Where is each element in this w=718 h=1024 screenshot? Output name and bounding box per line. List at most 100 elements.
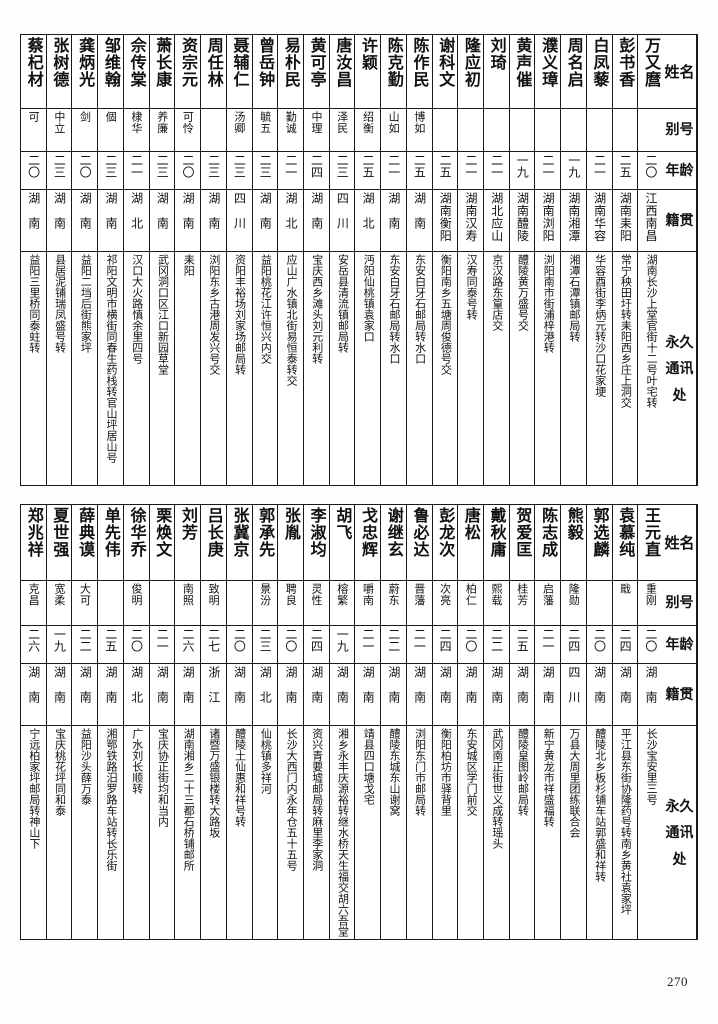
cell-alias-text: 隆勋 — [567, 583, 581, 606]
cell-origin: 湖 南 — [329, 664, 355, 726]
cell-origin: 湖 南 — [21, 664, 46, 726]
person-column: 熊毅 隆勋 二四四 川万县大周里团练联合会 — [560, 505, 586, 939]
cell-name: 资宗元 — [175, 35, 201, 109]
cell-age-text: 二三 — [206, 154, 221, 178]
cell-alias: 毓五 — [252, 109, 278, 152]
cell-address-text: 靖县四口塘戈宅 — [362, 728, 376, 805]
person-column: 郭承先 景汾 二三湖 北仙桃镇多祥河 — [251, 505, 278, 939]
cell-age-text: 二三 — [155, 154, 170, 178]
cell-alias-text: 毓五 — [258, 111, 272, 134]
cell-origin-text: 湖 南 — [541, 666, 556, 704]
cell-origin-text: 湖 南 — [26, 666, 41, 704]
cell-alias-text: 柏仁 — [464, 583, 478, 606]
cell-address-text: 耒阳 — [182, 254, 196, 276]
cell-alias-text: 勤诚 — [284, 111, 298, 134]
cell-age: 二四 — [303, 626, 329, 664]
cell-age: 二〇 — [586, 626, 612, 664]
cell-age: 二一 — [483, 152, 509, 190]
cell-origin: 湖南华容 — [586, 190, 612, 252]
cell-name: 刘芳 — [175, 505, 201, 581]
cell-name-text: 李淑均 — [307, 507, 327, 558]
person-column: 黄声催 一九 湖南醴陵 醴陵黄万盛号交 — [508, 35, 535, 485]
cell-name-text: 佘传棠 — [127, 37, 147, 88]
cell-address: 资阳丰裕场刘家场邮局转 — [227, 252, 252, 485]
cell-origin: 湖 北 — [252, 664, 278, 726]
cell-age-text: 二五 — [360, 154, 375, 178]
cell-origin-text: 湖 北 — [361, 192, 376, 230]
cell-alias-text: 晋藩 — [412, 583, 426, 606]
cell-alias-text: 南照 — [181, 583, 195, 606]
person-column: 张胤 聘良 二〇湖 南长沙大西门内永年仓五十五号 — [277, 505, 303, 939]
cell-name: 黄声催 — [509, 35, 535, 109]
cell-alias: 绍衡 — [355, 109, 381, 152]
cell-address-text: 常宁秧田圩转耒阳西乡庄上洞交 — [619, 254, 633, 408]
cell-address-text: 益阳三里桥同泰蛀转 — [27, 254, 41, 353]
cell-origin: 湖 南 — [586, 664, 612, 726]
cell-alias — [586, 109, 612, 152]
cell-alias-text: 养廉 — [155, 111, 169, 134]
cell-age: 二三 — [252, 626, 278, 664]
person-column: 彭龙次 次亮 二四湖 南衡阳柏坊市驿背里 — [431, 505, 458, 939]
cell-age-text: 二四 — [618, 628, 633, 652]
cell-address: 宁远柏家坪邮局转神山下 — [21, 726, 46, 939]
cell-name: 胡飞 — [329, 505, 355, 581]
cell-alias-text: 中理 — [310, 111, 324, 134]
cell-alias: 克昌 — [21, 581, 46, 626]
cell-address-text: 武冈洞口区江口新园草堂 — [156, 254, 170, 375]
cell-address: 长沙大西门内永年仓五十五号 — [278, 726, 303, 939]
cell-name-text: 万又麿 — [641, 37, 661, 88]
cell-origin: 湖 北 — [355, 190, 381, 252]
cell-alias-text: 可怜 — [181, 111, 195, 134]
cell-age-text: 二四 — [309, 628, 324, 652]
cell-origin: 湖 南 — [46, 190, 72, 252]
cell-address-text: 湘潭石潭镇邮局转 — [567, 254, 581, 342]
cell-origin: 湖 南 — [226, 664, 252, 726]
page-number: 270 — [667, 974, 688, 989]
cell-origin-text: 湖 南 — [464, 666, 478, 704]
cell-name-text: 龚炳光 — [76, 37, 96, 88]
cell-origin-text: 湖 南 — [258, 192, 273, 230]
cell-alias: 可 — [21, 109, 46, 152]
person-column: 袁慕纯戢二四湖 南平江县东街协隆药号转南乡黄社袁家坪 — [611, 505, 638, 939]
cell-name: 龚炳光 — [72, 35, 98, 109]
cell-alias: 灵性 — [303, 581, 329, 626]
cell-address: 湖南湘乡二十三都石桥铺邮所 — [175, 726, 200, 939]
person-column: 王元直 重刚 二〇湖 南长沙宝安里三号 — [637, 505, 663, 939]
cell-alias-text: 棣华 — [129, 111, 143, 134]
cell-address-text: 浏阳南市街浦梓港转 — [542, 254, 556, 353]
cell-origin-text: 湖南耒阳 — [618, 192, 633, 242]
cell-address: 新宁黄龙市祥盛福转 — [535, 726, 560, 939]
cell-origin-text: 湖南湘潭 — [566, 192, 581, 242]
roster-table-2: 姓名 别号 年龄 籍贯 永久通讯处 王元直 重刚 二〇湖 南长沙宝安里三号 袁慕纯戢二四湖 南平… — [20, 504, 698, 940]
row-label-alias: 别号 — [663, 109, 696, 152]
cell-address: 浏阳东乡古港周发兴号交 — [201, 252, 226, 485]
cell-origin-text: 湖 北 — [129, 192, 144, 230]
person-column: 邹维翰個二三湖 南祁阳文明市横街同春生药栈转官山坪居山号 — [97, 35, 123, 485]
cell-name: 周任林 — [201, 35, 226, 109]
row-label-text: 年龄 — [665, 636, 694, 653]
cell-origin: 湖南衡阳 — [432, 190, 458, 252]
cell-address: 沔阳仙桃镇袁家口 — [355, 252, 380, 485]
cell-name-text: 隆应初 — [461, 37, 481, 88]
cell-name-text: 王元直 — [641, 507, 661, 558]
cell-name: 张胤 — [278, 505, 303, 581]
cell-origin: 湖 南 — [406, 190, 432, 252]
cell-alias: 剑 — [72, 109, 98, 152]
cell-address-text: 武冈南正街世义成转瑶头 — [490, 728, 504, 849]
cell-origin-text: 湖 南 — [78, 192, 93, 230]
cell-alias-text: 克昌 — [27, 583, 41, 606]
cell-address: 县居泥铺瑞凤盛号转 — [47, 252, 72, 485]
cell-age: 二一 — [278, 152, 303, 190]
cell-origin: 湖 南 — [638, 664, 663, 726]
cell-origin: 湖 南 — [149, 664, 175, 726]
cell-age-text: 二二 — [78, 628, 93, 652]
cell-address: 汉寿同泰号转 — [458, 252, 483, 485]
row-label-alias: 别号 — [663, 581, 696, 626]
cell-alias-text: 重刚 — [644, 583, 658, 606]
cell-alias-text: 熙载 — [490, 583, 504, 606]
cell-address-text: 长沙宝安里三号 — [645, 728, 659, 805]
cell-age-text: 二六 — [26, 628, 41, 652]
row-label-origin: 籍贯 — [663, 664, 696, 726]
cell-origin-text: 湖 南 — [181, 192, 196, 230]
